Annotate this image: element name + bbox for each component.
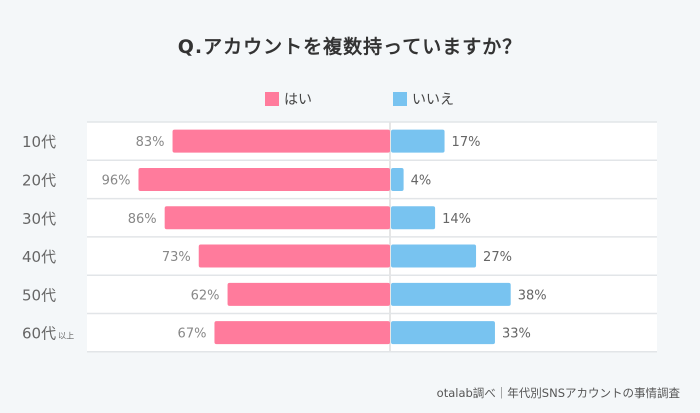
bar-no bbox=[391, 129, 445, 153]
legend-swatch-no bbox=[393, 92, 407, 106]
category-label: 20代 bbox=[22, 171, 56, 189]
bar-yes bbox=[164, 206, 390, 230]
data-label-no: 38% bbox=[518, 288, 547, 303]
data-label-yes: 96% bbox=[102, 173, 131, 188]
bar-no bbox=[391, 167, 404, 191]
data-label-no: 4% bbox=[411, 173, 432, 188]
category-label: 50代 bbox=[22, 286, 56, 304]
data-label-no: 33% bbox=[502, 327, 531, 342]
bar-yes bbox=[214, 321, 390, 345]
data-label-yes: 73% bbox=[162, 250, 191, 265]
category-label: 10代 bbox=[22, 133, 56, 151]
bar-no bbox=[391, 206, 436, 230]
bar-yes bbox=[138, 167, 390, 191]
bar-no bbox=[391, 282, 511, 306]
category-label: 40代 bbox=[22, 248, 56, 266]
data-label-yes: 83% bbox=[136, 135, 165, 150]
bar-yes bbox=[198, 244, 390, 268]
source-note: otalab調べ｜年代別SNSアカウントの事情調査 bbox=[436, 386, 680, 400]
data-label-yes: 62% bbox=[191, 288, 220, 303]
category-label: 30代 bbox=[22, 210, 56, 228]
legend-item-yes: はい bbox=[265, 89, 312, 109]
bar-no bbox=[391, 321, 495, 345]
data-label-no: 27% bbox=[483, 250, 512, 265]
category-label: 60代 以上 bbox=[22, 325, 74, 343]
chart-title: Q.アカウントを複数持っていますか？ bbox=[177, 36, 523, 58]
data-label-yes: 67% bbox=[178, 327, 207, 342]
data-label-yes: 86% bbox=[128, 212, 157, 227]
bar-yes bbox=[227, 282, 390, 306]
legend-swatch-yes bbox=[265, 92, 279, 106]
data-label-no: 14% bbox=[442, 212, 471, 227]
bar-no bbox=[391, 244, 477, 268]
bar-yes bbox=[172, 129, 390, 153]
legend-label-no: いいえ bbox=[412, 92, 454, 108]
legend-label-yes: はい bbox=[284, 92, 312, 108]
data-label-no: 17% bbox=[452, 135, 481, 150]
legend-item-no: いいえ bbox=[393, 89, 454, 109]
